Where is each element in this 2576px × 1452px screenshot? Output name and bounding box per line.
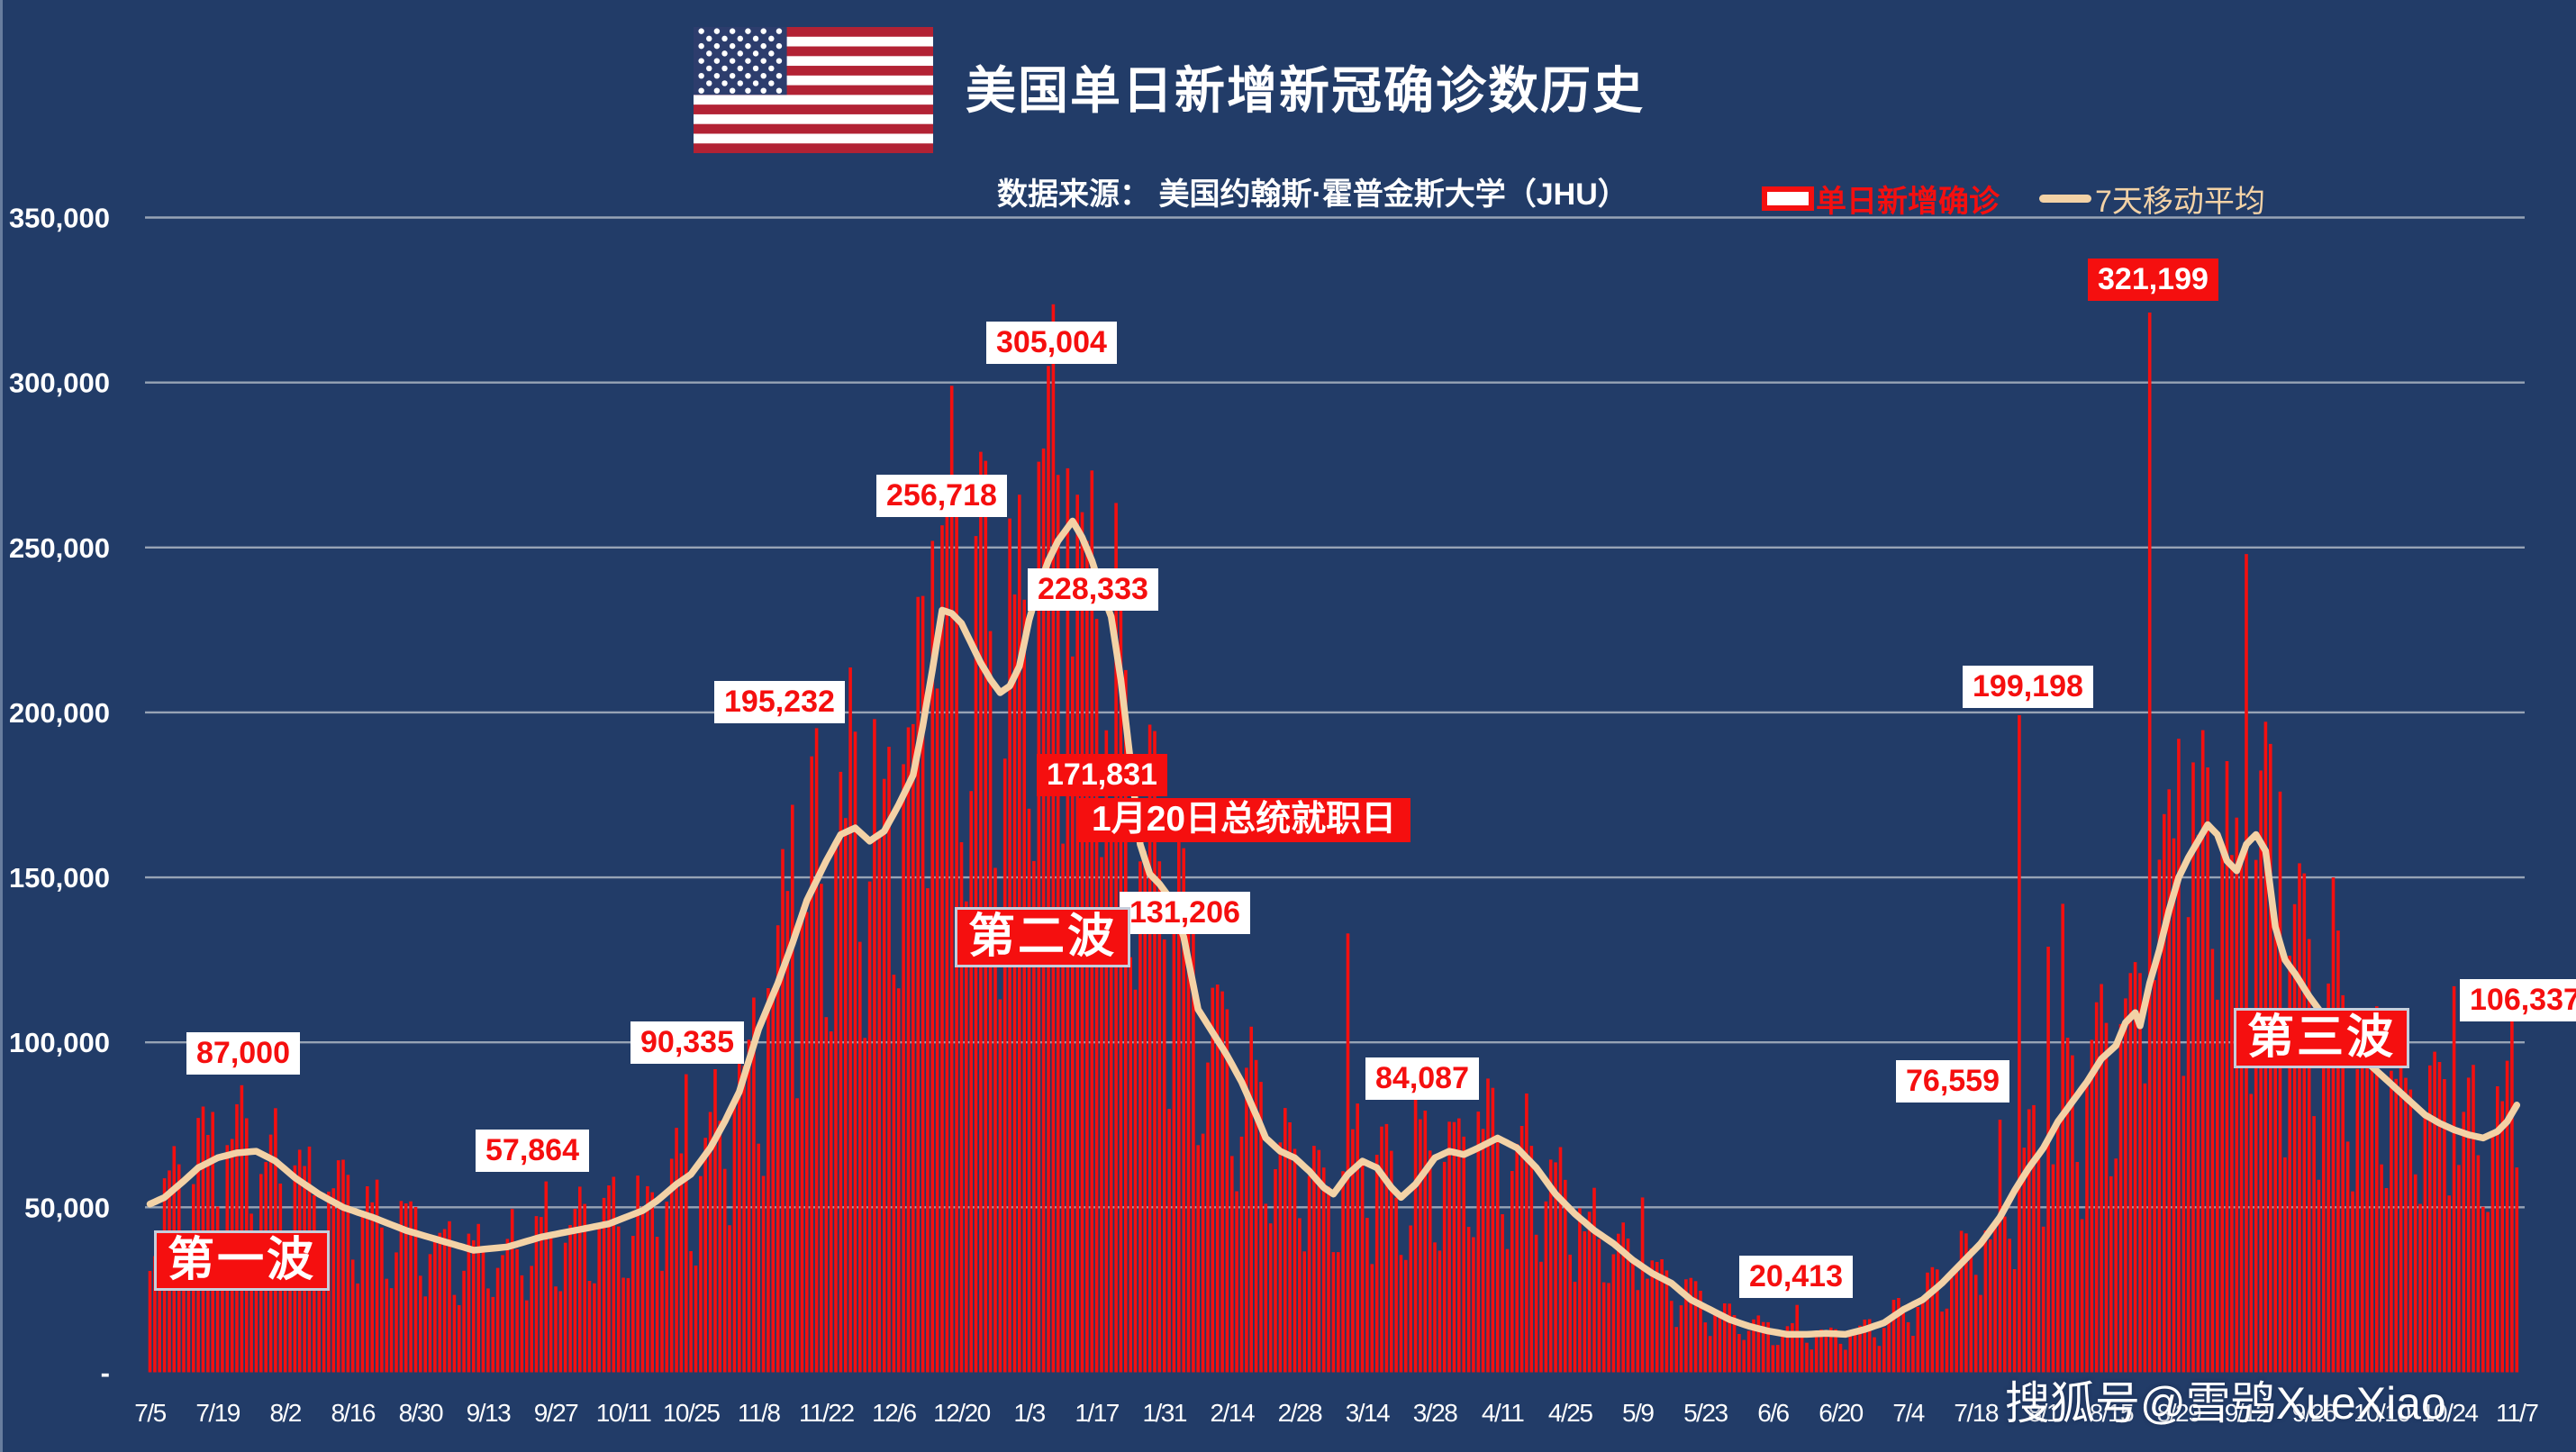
wave-label: 第二波 <box>955 907 1131 968</box>
moving-average-line <box>146 517 2521 1339</box>
svg-text:11/22: 11/22 <box>799 1399 854 1427</box>
svg-text:9/12: 9/12 <box>2225 1399 2269 1427</box>
legend: 单日新增确诊 7天移动平均 <box>1762 177 2265 221</box>
svg-text:4/11: 4/11 <box>1482 1399 1524 1427</box>
data-label: 199,198 <box>1963 666 2093 709</box>
gridlines <box>145 216 2525 1209</box>
svg-text:8/30: 8/30 <box>399 1399 443 1427</box>
svg-text:150,000: 150,000 <box>9 862 110 894</box>
svg-text:50,000: 50,000 <box>24 1192 110 1223</box>
svg-text:5/9: 5/9 <box>1622 1399 1654 1427</box>
legend-line-swatch-icon <box>2039 195 2091 203</box>
svg-text:250,000: 250,000 <box>9 532 110 564</box>
data-label-highlight: 321,199 <box>2088 259 2218 302</box>
data-label: 76,559 <box>1896 1060 2009 1103</box>
data-label: 90,335 <box>630 1021 744 1065</box>
legend-bar-swatch-icon <box>1762 186 1814 211</box>
wave-label: 第一波 <box>154 1230 331 1292</box>
svg-text:8/29: 8/29 <box>2157 1399 2201 1427</box>
svg-text:9/13: 9/13 <box>467 1399 511 1427</box>
svg-text:350,000: 350,000 <box>9 202 110 233</box>
svg-text:200,000: 200,000 <box>9 697 110 729</box>
svg-text:12/6: 12/6 <box>872 1399 916 1427</box>
svg-text:11/8: 11/8 <box>738 1399 780 1427</box>
svg-text:10/10: 10/10 <box>2354 1399 2410 1427</box>
svg-text:8/2: 8/2 <box>269 1399 301 1427</box>
svg-text:12/20: 12/20 <box>933 1399 990 1427</box>
data-source-text: 数据来源： 美国约翰斯·霍普金斯大学（JHU） <box>997 177 1628 212</box>
x-axis-labels: 7/5 7/19 8/2 8/16 8/30 9/13 9/27 10/11 10/25 11/8… <box>134 1399 2540 1427</box>
data-label: 87,000 <box>186 1032 300 1075</box>
svg-text:1/31: 1/31 <box>1142 1399 1186 1427</box>
left-edge-divider <box>0 0 3 1452</box>
data-label: 106,337 <box>2460 979 2576 1022</box>
svg-text:10/24: 10/24 <box>2421 1399 2478 1427</box>
svg-text:9/27: 9/27 <box>534 1399 578 1427</box>
us-flag-icon <box>694 27 933 153</box>
svg-text:7/19: 7/19 <box>195 1399 240 1427</box>
svg-text:4/25: 4/25 <box>1548 1399 1592 1427</box>
data-label: 84,087 <box>1365 1057 1479 1101</box>
svg-text:8/15: 8/15 <box>2090 1399 2134 1427</box>
svg-text:3/14: 3/14 <box>1346 1399 1390 1427</box>
svg-text:2/14: 2/14 <box>1211 1399 1255 1427</box>
data-label: 228,333 <box>1028 568 1158 612</box>
svg-text:6/20: 6/20 <box>1819 1399 1863 1427</box>
data-label: 131,206 <box>1120 892 1250 935</box>
svg-text:100,000: 100,000 <box>9 1027 110 1058</box>
legend-line-label: 7天移动平均 <box>2095 185 2265 219</box>
svg-text:7/5: 7/5 <box>134 1399 166 1427</box>
watermark: 搜狐号@雪鸮XueXiao <box>2005 1378 2446 1429</box>
svg-text:7/18: 7/18 <box>1954 1399 1998 1427</box>
svg-text:11/7: 11/7 <box>2496 1399 2538 1427</box>
svg-text:1/17: 1/17 <box>1075 1399 1119 1427</box>
svg-text:10/11: 10/11 <box>596 1399 651 1427</box>
svg-text:1/3: 1/3 <box>1013 1399 1045 1427</box>
svg-text:2/28: 2/28 <box>1278 1399 1322 1427</box>
svg-text:5/23: 5/23 <box>1683 1399 1728 1427</box>
data-label: 57,864 <box>476 1130 589 1173</box>
svg-text:10/25: 10/25 <box>663 1399 720 1427</box>
svg-text:9/26: 9/26 <box>2292 1399 2336 1427</box>
svg-text:7/4: 7/4 <box>1892 1399 1924 1427</box>
inauguration-note: 1月20日总统就职日 <box>1077 798 1411 842</box>
svg-text:8/1: 8/1 <box>2028 1399 2060 1427</box>
svg-text:6/6: 6/6 <box>1757 1399 1789 1427</box>
legend-bar-label: 单日新增确诊 <box>1816 185 2000 219</box>
y-axis-labels: 350,000 300,000 250,000 200,000 150,000 100,0… <box>9 202 110 1388</box>
data-label: 195,232 <box>714 681 845 724</box>
svg-text:3/28: 3/28 <box>1413 1399 1457 1427</box>
data-label: 256,718 <box>876 475 1007 518</box>
svg-text:8/16: 8/16 <box>331 1399 375 1427</box>
svg-text:300,000: 300,000 <box>9 368 110 399</box>
data-label: 20,413 <box>1739 1256 1853 1299</box>
page-title: 美国单日新增新冠确诊数历史 <box>966 62 1645 119</box>
data-label: 305,004 <box>986 322 1117 365</box>
data-label-highlight: 171,831 <box>1037 754 1167 797</box>
svg-text:-: - <box>101 1357 110 1389</box>
wave-label: 第三波 <box>2234 1008 2410 1069</box>
